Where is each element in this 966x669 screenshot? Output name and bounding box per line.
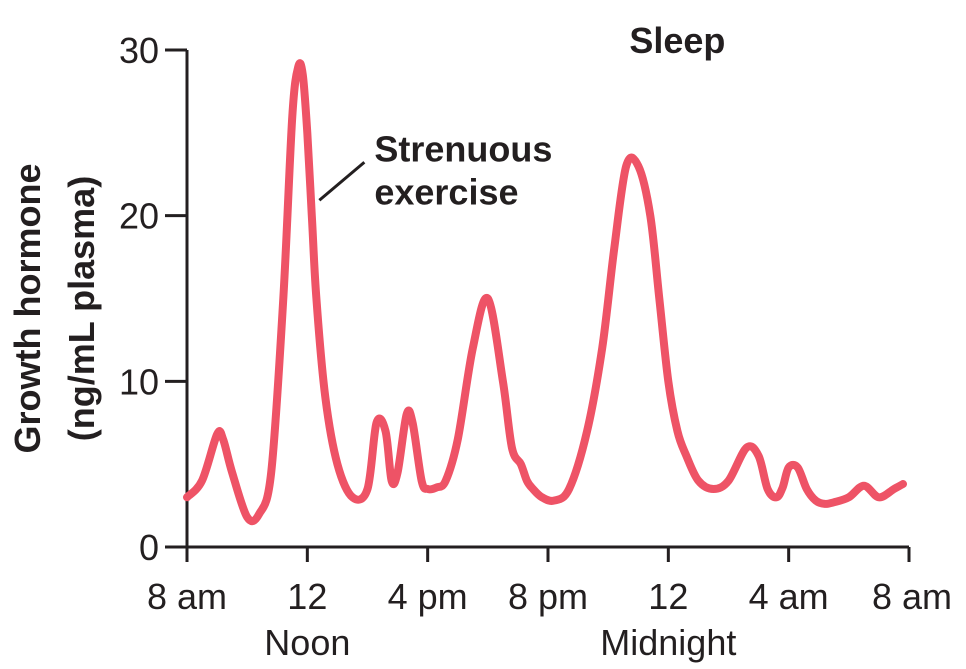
y-axis-label-line: Growth hormone xyxy=(7,164,48,454)
y-axis-label: Growth hormone (ng/mL plasma) xyxy=(7,164,102,454)
x-tick-sublabel: Midnight xyxy=(600,622,736,663)
plot-area xyxy=(183,59,907,526)
exercise-annotation: exercise xyxy=(374,171,518,212)
x-tick-sublabel: Noon xyxy=(264,622,350,663)
exercise-leader-line xyxy=(318,161,366,202)
x-tick-label: 8 am xyxy=(147,576,227,617)
y-tick-label: 0 xyxy=(139,527,159,568)
sleep-annotation: Sleep xyxy=(629,20,725,61)
x-tick-label: 4 am xyxy=(749,576,829,617)
x-tick-label: 12 xyxy=(287,576,327,617)
exercise-annotation: Strenuous xyxy=(374,128,552,169)
y-axis-label-line: (ng/mL plasma) xyxy=(61,176,102,441)
axes: 0 10 20 30 8 am 12 Noon 4 pm 8 pm 12 Midnight 4 am 8… xyxy=(119,30,952,663)
x-tick-label: 4 pm xyxy=(388,576,468,617)
y-tick-label: 20 xyxy=(119,196,159,237)
growth-hormone-series-line xyxy=(183,59,907,526)
y-tick-label: 30 xyxy=(119,30,159,71)
y-tick-label: 10 xyxy=(119,361,159,402)
x-tick-label: 12 xyxy=(648,576,688,617)
x-tick-label: 8 pm xyxy=(508,576,588,617)
x-tick-label: 8 am xyxy=(872,576,952,617)
